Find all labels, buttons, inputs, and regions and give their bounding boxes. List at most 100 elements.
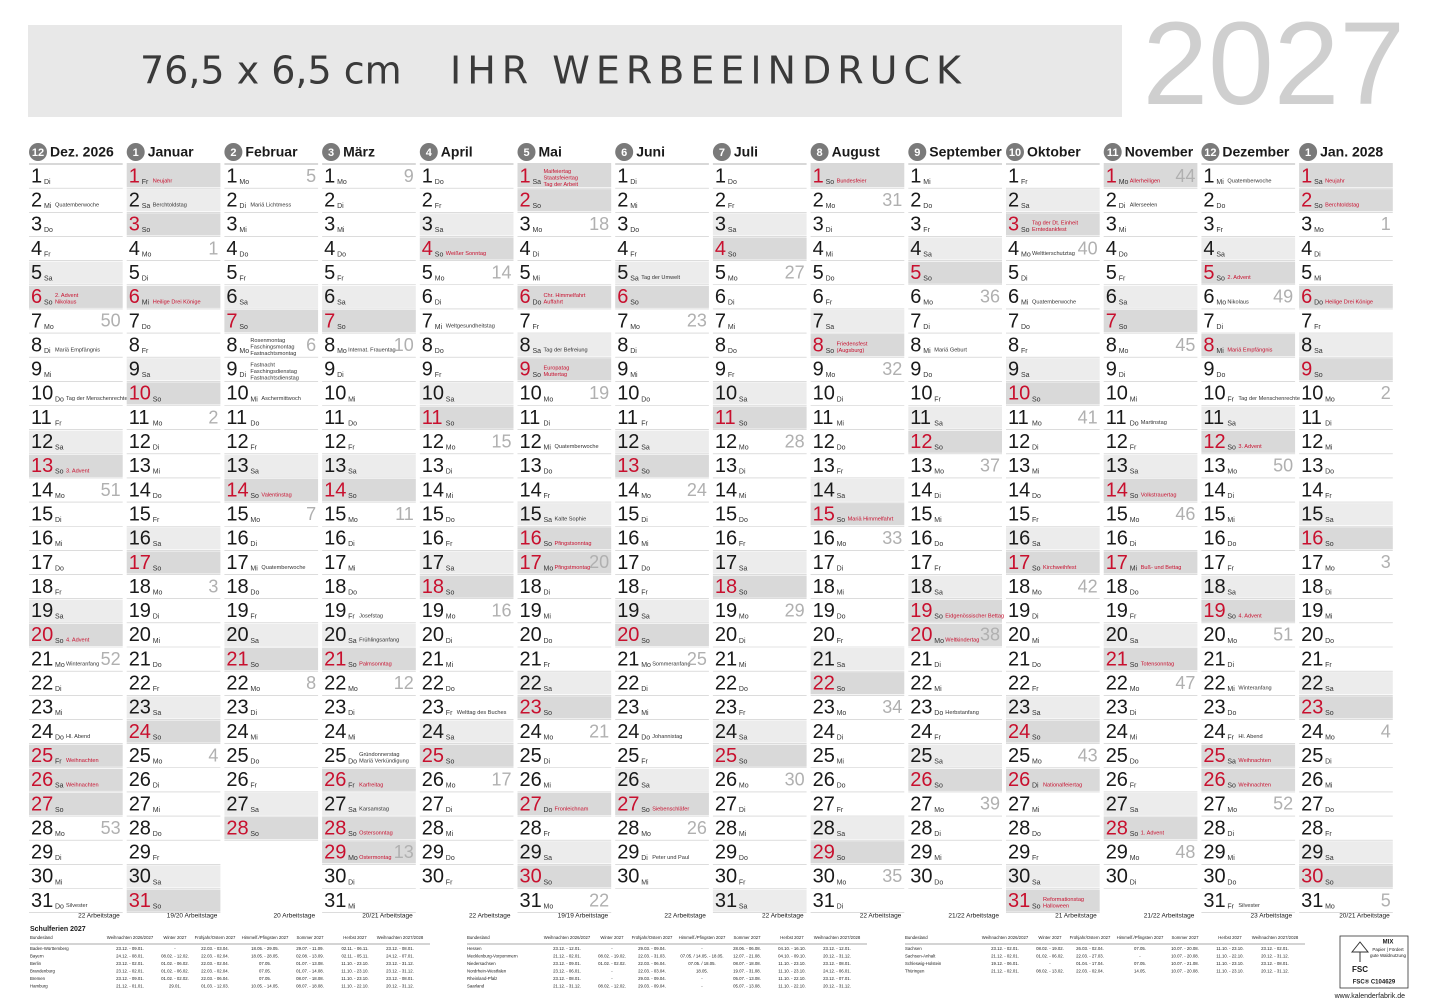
weekday: Di [934,493,941,500]
day-number: 24 [1008,721,1030,743]
weekday: Do [934,541,943,548]
week-number: 35 [882,866,902,886]
weekday: So [446,420,455,427]
weekday: Mi [630,372,638,379]
holidays-header: Sommer 2027 [297,935,325,940]
weekday: Sa [1227,759,1236,766]
day-number: 9 [910,359,921,381]
day-number: 26 [910,769,932,791]
day-note: Valentinstag [261,493,291,499]
weekday: So [837,686,846,693]
weekday: So [739,759,748,766]
holiday-shade [712,744,807,767]
day-number: 25 [910,745,932,767]
day-number: 8 [813,334,824,356]
weekday: Sa [1227,420,1236,427]
holidays-cell: 22.03. - 31.03. [638,954,666,959]
weekday: Fr [446,879,453,886]
holiday-shade [1006,889,1100,912]
holidays-cell: - [611,976,613,981]
saturday-shade [615,768,709,791]
weekday: Mi [1032,469,1040,476]
weekday: Mi [153,469,161,476]
holidays-cell: 04.10. - 16.10. [778,946,806,951]
holiday-shade [908,261,1002,284]
day-number: 8 [1203,334,1214,356]
weekday: Do [826,276,835,283]
day-number: 23 [520,697,542,719]
day-number: 11 [910,407,931,429]
weekday: Sa [1130,807,1139,814]
holiday-shade [29,744,123,767]
holidays-cell: Baden-Württemberg [30,946,69,951]
holidays-cell: 23.12. - 09.01. [553,961,581,966]
day-number: 30 [1008,866,1030,888]
weekday: So [641,807,650,814]
weekday: So [348,493,357,500]
day-number: 27 [1301,793,1323,815]
saturday-shade [908,406,1002,429]
holidays-header: Weihnachten 2026/2027 [544,935,591,940]
weekday: Mo [1130,855,1140,862]
holidays-cell: 01.03. - 12.03. [201,984,229,989]
day-note: Frühlingsanfang [359,637,399,643]
weekday: Di [435,300,442,307]
weekday: Do [1032,493,1041,500]
day-number: 4 [520,238,531,260]
day-number: 25 [31,745,53,767]
weekday: Mi [1314,276,1322,283]
day-number: 3 [226,214,237,236]
day-number: 5 [1301,262,1312,284]
saturday-shade [419,551,514,574]
weekday: Do [239,251,248,258]
month-badge [1201,143,1220,161]
weekday: Mo [826,372,836,379]
day-number: 16 [1301,528,1323,550]
saturday-shade [29,599,123,622]
weekday: Fr [250,614,257,621]
day-number: 19 [129,600,151,622]
holiday-shade [1201,430,1296,453]
day-number: 17 [1203,552,1225,574]
day-number: 23 [1301,697,1323,719]
day-number: 22 [422,673,444,695]
day-note: Berchtoldstag [153,203,187,209]
weekday: Mi [630,203,638,210]
holidays-cell: 20.12. - 31.12. [823,954,851,959]
holidays-cell: Hamburg [30,984,48,989]
holidays-cell: 11.10. - 22.10. [1216,954,1243,959]
day-number: 20 [1301,624,1323,646]
day-number: 18 [324,576,346,598]
day-number: 11 [324,407,345,429]
holidays-cell: Bremen [30,976,46,981]
day-note: Maifeiertag [544,169,572,175]
day-number: 28 [226,817,248,839]
day-number: 6 [1301,286,1312,308]
day-number: 1 [520,165,531,187]
day-number: 7 [1008,310,1019,332]
weekday: Mo [55,493,65,500]
holiday-shade [1006,768,1100,791]
day-number: 13 [1008,455,1030,477]
holidays-cell: 22.03. - 02.04. [1076,969,1104,974]
day-number: 30 [1106,866,1128,888]
weekday: So [239,324,248,331]
weekday: Do [728,348,737,355]
holidays-cell: 19.07. - 31.08. [733,969,761,974]
weekday: Mo [923,300,933,307]
day-number: 1 [1203,165,1214,187]
holiday-shade [712,575,807,598]
day-number: 14 [910,479,932,501]
month-number: 11 [1107,147,1119,159]
day-number: 26 [715,769,737,791]
day-number: 31 [324,890,346,912]
weekday: Di [1021,276,1028,283]
weekday: Mi [826,251,834,258]
weekday: Mo [934,807,944,814]
weekday: Do [728,179,737,186]
weekday: Di [446,638,453,645]
day-number: 15 [324,503,346,525]
day-note: Nikolaus [55,300,77,306]
saturday-shade [615,430,709,453]
day-number: 1 [813,165,824,187]
